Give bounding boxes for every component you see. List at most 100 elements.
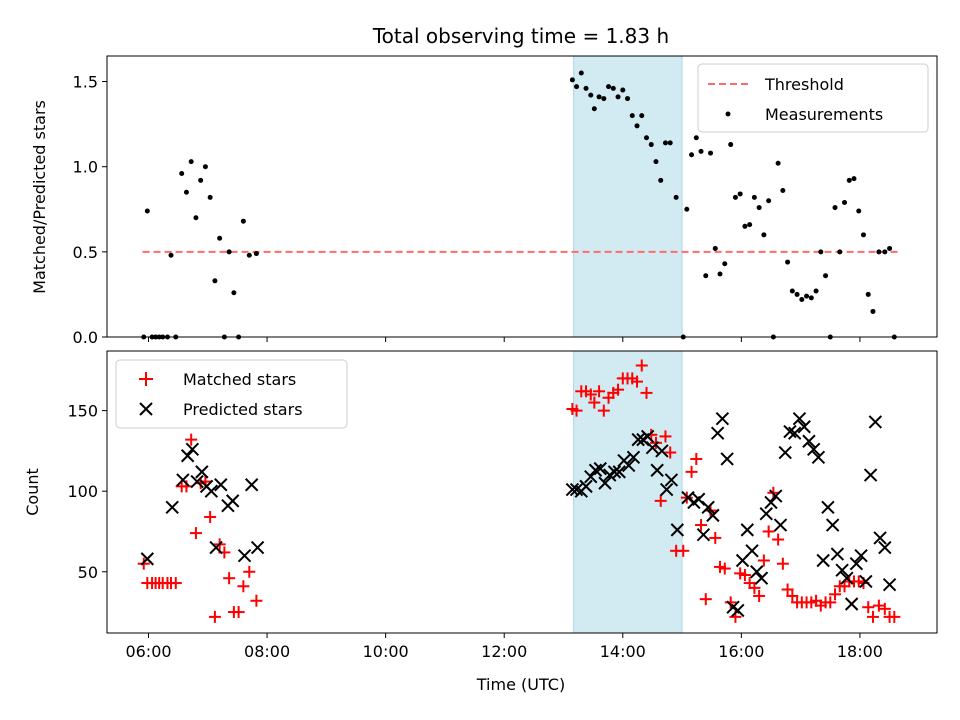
matched-star-point (204, 510, 217, 523)
measurement-point (658, 177, 664, 183)
bottom-x-ticks: 06:00 08:00 10:00 12:00 14:00 16:00 18:00 (125, 633, 883, 661)
predicted-star-point (873, 531, 887, 545)
predicted-star-point (792, 411, 807, 426)
measurement-point (747, 222, 753, 228)
predicted-star-point (830, 547, 845, 561)
measurement-point (789, 288, 795, 294)
measurement-point (865, 291, 871, 297)
matched-star-point (640, 386, 653, 399)
measurement-point (761, 232, 767, 238)
matched-star-point (232, 606, 245, 619)
measurement-point (712, 245, 718, 251)
predicted-star-point (859, 574, 873, 589)
measurement-point (799, 297, 805, 303)
measurement-point (615, 94, 621, 100)
predicted-star-point (825, 518, 840, 532)
measurement-point (578, 70, 584, 76)
matched-star-point (888, 610, 901, 623)
measurement-point (837, 249, 843, 255)
predicted-star-point (569, 482, 584, 497)
matched-star-point (757, 554, 770, 567)
predicted-star-point (204, 484, 219, 498)
predicted-star-point (806, 442, 821, 457)
predicted-star-point (622, 458, 636, 473)
matched-star-point (738, 568, 751, 581)
predicted-star-point (140, 552, 155, 566)
measurement-point (846, 177, 852, 183)
top-plot-frame (106, 55, 938, 338)
predicted-star-point (176, 473, 190, 487)
matched-star-point (862, 601, 875, 614)
y-tick-label: 0.0 (73, 328, 98, 347)
measurement-point (737, 191, 743, 197)
measurement-point (591, 106, 597, 112)
measurement-point (179, 171, 185, 177)
legend-predicted-swatch (139, 402, 153, 416)
predicted-star-point (225, 494, 240, 508)
top-legend-box (697, 63, 929, 133)
measurement-point (620, 87, 626, 93)
measurement-point (887, 245, 893, 251)
measurement-point (689, 152, 695, 158)
matched-star-point (753, 589, 766, 602)
predicted-star-point (797, 420, 811, 434)
predicted-star-point (882, 577, 897, 592)
measurement-point (606, 84, 612, 90)
legend-measurements-swatch (725, 111, 731, 117)
legend-threshold-label: Threshold (764, 75, 844, 94)
measurement-point (662, 140, 668, 146)
predicted-star-point (584, 469, 598, 484)
measurement-point (596, 94, 602, 100)
measurement-point (639, 113, 645, 119)
matched-star-point (243, 565, 256, 578)
matched-star-point (724, 596, 737, 609)
predicted-star-point (849, 557, 864, 571)
measurement-point (648, 142, 654, 148)
predicted-star-point (778, 445, 792, 460)
measurement-point (231, 290, 237, 296)
measurement-point (193, 215, 199, 221)
matched-star-point (709, 531, 722, 544)
measurement-point (756, 205, 762, 211)
measurement-point (823, 273, 829, 279)
matched-star-point (584, 388, 597, 401)
predicted-star-point (691, 492, 706, 506)
measurement-point (653, 159, 659, 165)
predicted-star-point (821, 500, 835, 515)
measurement-point (832, 205, 838, 211)
measurement-point (253, 251, 259, 257)
bottom-legend: Matched stars Predicted stars (115, 359, 348, 429)
x-tick-label: 14:00 (600, 642, 646, 661)
predicted-star-point (811, 450, 826, 465)
x-tick-label: 08:00 (244, 642, 290, 661)
predicted-star-point (655, 444, 669, 458)
measurement-point (168, 252, 174, 258)
predicted-star-point (185, 442, 200, 457)
measurement-point (876, 249, 882, 255)
matched-star-point (685, 465, 698, 478)
predicted-star-point (720, 452, 734, 466)
predicted-star-point (754, 571, 769, 585)
matched-star-point (250, 594, 263, 607)
top-panel: 0.0 0.5 1.0 1.5 Matched/Predicted stars Thr… (30, 55, 938, 347)
matched-star-point (824, 596, 837, 609)
predicted-star-point (844, 597, 859, 611)
measurement-point (601, 96, 607, 102)
predicted-star-point (190, 474, 204, 489)
measurement-point (818, 249, 824, 255)
predicted-star-point (640, 429, 655, 444)
measurement-point (775, 160, 781, 166)
measurement-point (722, 261, 728, 267)
measurement-point (188, 159, 194, 165)
predicted-star-point (250, 540, 265, 555)
measurement-point (804, 293, 810, 299)
predicted-star-point (745, 544, 759, 558)
predicted-star-point (593, 461, 607, 476)
matched-star-point (169, 577, 182, 590)
x-tick-label: 18:00 (837, 642, 883, 661)
measurement-point (813, 288, 819, 294)
measurement-point (183, 189, 189, 195)
y-tick-label: 50 (78, 563, 98, 582)
measurement-point (856, 208, 862, 214)
x-axis-label: Time (UTC) (476, 675, 565, 694)
